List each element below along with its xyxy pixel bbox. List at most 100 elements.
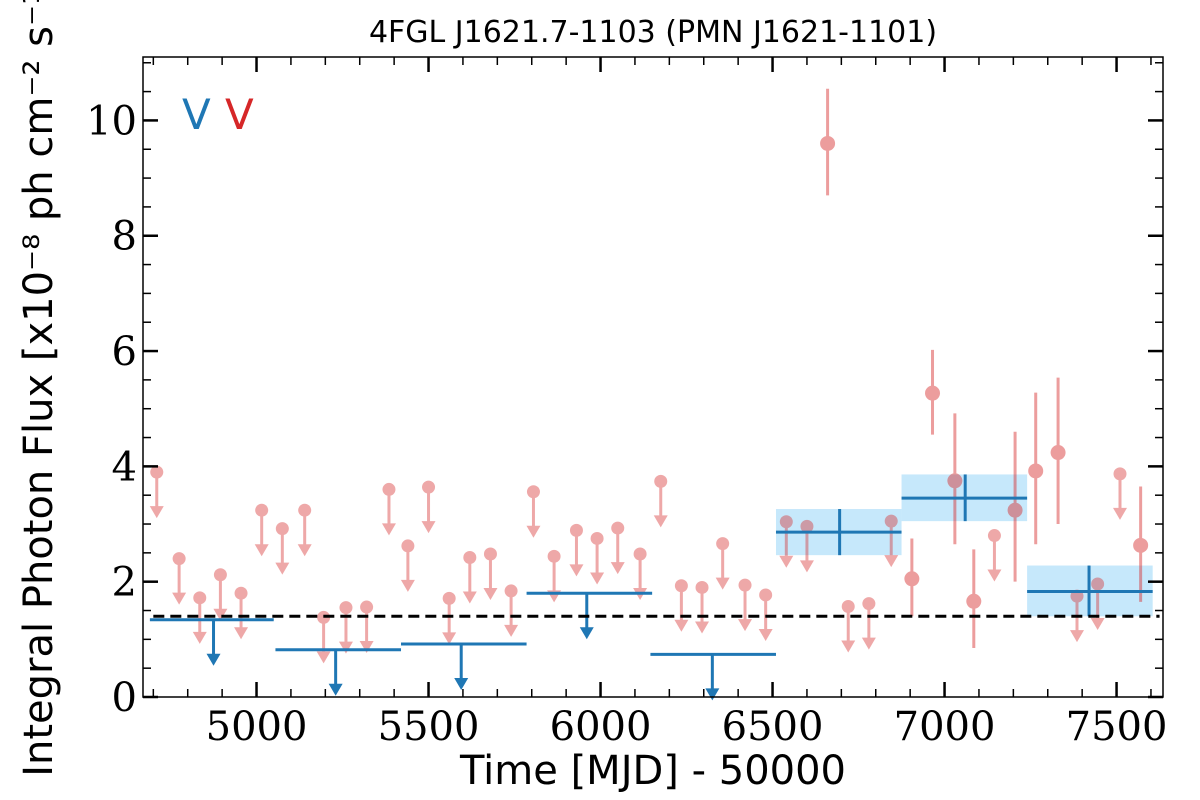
short-bin-upper-limit bbox=[275, 522, 290, 575]
upper-limit-arrowhead bbox=[653, 515, 668, 528]
upper-limit-arrowhead bbox=[1069, 630, 1084, 643]
short-bin-upper-limit bbox=[738, 578, 753, 632]
x-tick-label: 5500 bbox=[378, 704, 480, 750]
upper-limit-arrowhead bbox=[987, 569, 1002, 582]
short-bin-upper-limit bbox=[316, 610, 331, 664]
upper-limit-arrowhead bbox=[192, 631, 207, 644]
short-bin-detection bbox=[1133, 486, 1149, 602]
upper-limit-point bbox=[987, 529, 1001, 543]
short-bin-detection bbox=[1050, 377, 1066, 525]
upper-limit-point bbox=[1091, 577, 1105, 591]
short-bin-upper-limit bbox=[695, 580, 710, 634]
short-bin-upper-limit bbox=[462, 550, 477, 604]
legend-entry-blue: V bbox=[182, 90, 211, 139]
upper-limit-point bbox=[463, 550, 477, 564]
short-bin-upper-limit bbox=[421, 480, 436, 534]
upper-limit-point bbox=[339, 601, 353, 615]
short-bin-upper-limit bbox=[442, 591, 457, 645]
x-tick-label: 6500 bbox=[722, 704, 824, 750]
upper-limit-point bbox=[674, 579, 688, 593]
upper-limit-arrowhead bbox=[338, 641, 353, 654]
short-bin-upper-limit bbox=[213, 568, 228, 621]
legend-entry-red: V bbox=[225, 90, 254, 139]
upper-limit-arrowhead bbox=[695, 621, 710, 634]
upper-limit-point bbox=[526, 485, 540, 499]
short-bin-upper-limit bbox=[610, 521, 625, 575]
upper-limit-point bbox=[275, 522, 289, 536]
upper-limit-arrowhead bbox=[462, 591, 477, 604]
detection-point bbox=[966, 593, 982, 609]
upper-limit-point bbox=[738, 578, 752, 592]
upper-limit-arrowhead bbox=[861, 637, 876, 650]
short-bin-detection bbox=[820, 88, 836, 196]
upper-limit-point bbox=[569, 523, 583, 537]
detection-point bbox=[925, 385, 941, 401]
y-tick-label: 10 bbox=[86, 98, 137, 144]
short-bin-detection bbox=[966, 549, 982, 648]
short-bin-upper-limit bbox=[715, 537, 730, 590]
upper-limit-arrowhead bbox=[504, 624, 519, 637]
upper-limit-point bbox=[504, 584, 518, 598]
short-bin-upper-limit bbox=[192, 591, 207, 644]
chart-title: 4FGL J1621.7-1103 (PMN J1621-1101) bbox=[369, 15, 937, 50]
detection-point bbox=[1050, 445, 1066, 461]
detection-point bbox=[820, 135, 836, 151]
long-bin-upper-limit-arrowhead bbox=[579, 627, 594, 640]
short-bin-upper-limit bbox=[483, 547, 498, 601]
upper-limit-arrowhead bbox=[715, 577, 730, 590]
upper-limit-point bbox=[234, 586, 248, 600]
upper-limit-point bbox=[483, 547, 497, 561]
short-bin-upper-limit bbox=[674, 579, 689, 632]
short-bin-upper-limit bbox=[254, 503, 269, 557]
upper-limit-arrowhead bbox=[400, 579, 415, 592]
short-bin-upper-limit bbox=[861, 597, 876, 650]
detection-point bbox=[1007, 502, 1023, 518]
short-bin-upper-limit bbox=[526, 485, 541, 538]
upper-limit-point bbox=[590, 531, 604, 545]
upper-limit-point bbox=[401, 539, 415, 553]
upper-limit-point bbox=[654, 474, 668, 488]
upper-limit-arrowhead bbox=[149, 506, 164, 519]
short-bin-upper-limit bbox=[338, 601, 353, 654]
upper-limit-arrowhead bbox=[610, 562, 625, 575]
upper-limit-point bbox=[422, 480, 436, 494]
upper-limit-arrowhead bbox=[442, 632, 457, 645]
y-axis-label: Integral Photon Flux [x10⁻⁸ ph cm⁻² s⁻¹] bbox=[16, 0, 62, 777]
upper-limit-arrowhead bbox=[590, 572, 605, 585]
y-tick-label: 0 bbox=[112, 675, 137, 721]
short-bin-upper-limit bbox=[359, 600, 374, 654]
upper-limit-arrowhead bbox=[526, 525, 541, 538]
y-tick-label: 2 bbox=[112, 560, 137, 606]
upper-limit-point bbox=[759, 588, 773, 602]
detection-point bbox=[904, 571, 920, 587]
short-bin-upper-limit bbox=[758, 588, 773, 641]
upper-limit-arrowhead bbox=[381, 523, 396, 536]
short-bin-detection bbox=[1007, 431, 1023, 582]
upper-limit-point bbox=[150, 465, 164, 479]
detection-point bbox=[947, 473, 963, 489]
upper-limit-arrowhead bbox=[172, 592, 187, 605]
upper-limit-point bbox=[172, 552, 186, 566]
upper-limit-arrowhead bbox=[213, 608, 228, 621]
long-bin-upper-limit-arrowhead bbox=[206, 653, 221, 666]
x-tick-label: 7500 bbox=[1066, 704, 1168, 750]
upper-limit-arrowhead bbox=[1090, 617, 1105, 630]
short-bin-upper-limit bbox=[653, 474, 668, 528]
upper-limit-point bbox=[862, 597, 876, 611]
upper-limit-arrowhead bbox=[779, 555, 794, 568]
short-bin-detection bbox=[904, 538, 920, 617]
y-tick-label: 4 bbox=[112, 444, 137, 490]
upper-limit-arrowhead bbox=[1112, 507, 1127, 520]
x-axis-label: Time [MJD] - 50000 bbox=[459, 748, 846, 794]
upper-limit-point bbox=[1113, 467, 1127, 481]
upper-limit-point bbox=[382, 482, 396, 496]
short-bin-upper-limit bbox=[149, 465, 164, 519]
plot-area: 5000 5500 6000 6500 7000 7500 0 2 4 6 8 10 bbox=[86, 56, 1168, 750]
short-bin-upper-limit bbox=[381, 482, 396, 536]
upper-limit-arrowhead bbox=[234, 627, 249, 640]
long-bin-upper-limit-arrowhead bbox=[328, 683, 343, 696]
upper-limit-arrowhead bbox=[884, 555, 899, 568]
upper-limit-point bbox=[547, 549, 561, 563]
upper-limit-point bbox=[633, 547, 647, 561]
